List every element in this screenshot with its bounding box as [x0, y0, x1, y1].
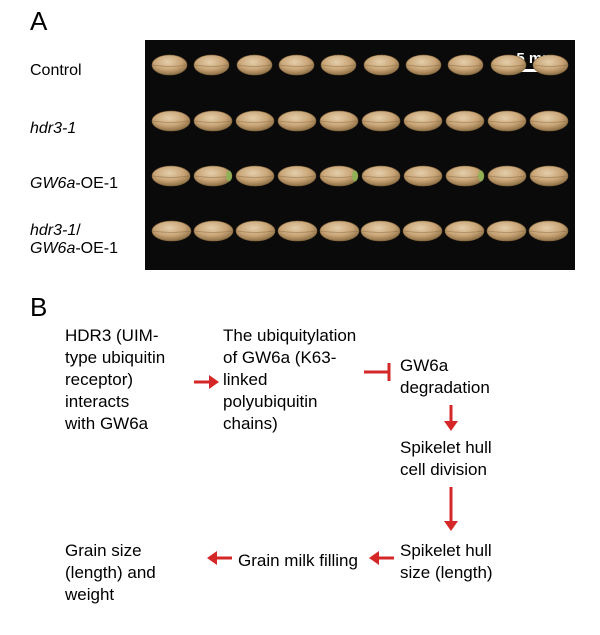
grain [361, 165, 401, 187]
flow-arrow [441, 405, 461, 436]
flow-arrow [369, 548, 394, 573]
grain [360, 220, 401, 242]
grain [319, 110, 359, 132]
flow-arrow [441, 487, 461, 536]
grain-row [145, 220, 581, 242]
grain [529, 165, 569, 187]
grain [319, 165, 359, 187]
grain [490, 54, 527, 76]
flow-node: GW6a degradation [400, 355, 540, 399]
grain [277, 110, 317, 132]
grain [363, 54, 400, 76]
grain [278, 54, 315, 76]
grain [405, 54, 442, 76]
grain [528, 220, 569, 242]
grain-row [145, 110, 581, 132]
grain [151, 54, 188, 76]
figure: A Control hdr3-1 GW6a-OE-1 hdr3-1/GW6a-OE-1… [0, 0, 600, 635]
flow-node: HDR3 (UIM-type ubiquitin receptor) inter… [65, 325, 190, 435]
panel-a-label: A [30, 6, 47, 37]
grain [403, 110, 443, 132]
grain [319, 220, 360, 242]
panel-b: HDR3 (UIM-type ubiquitin receptor) inter… [55, 325, 575, 625]
grain [361, 110, 401, 132]
panel-a-photo: 5 mm [145, 40, 575, 270]
grain [445, 110, 485, 132]
grain [193, 54, 230, 76]
panel-b-label: B [30, 292, 47, 323]
grain [487, 165, 527, 187]
flow-node: Grain milk filling [238, 550, 388, 572]
grain [403, 165, 443, 187]
grain [151, 110, 191, 132]
grain [235, 220, 276, 242]
grain [193, 220, 234, 242]
grain [193, 165, 233, 187]
flow-arrow [194, 372, 219, 397]
flow-node: The ubiquitylation of GW6a (K63-linked p… [223, 325, 358, 435]
grain [487, 110, 527, 132]
grain [529, 110, 569, 132]
grain [486, 220, 527, 242]
grain-row [145, 165, 581, 187]
grain [151, 220, 192, 242]
grain [402, 220, 443, 242]
grain [445, 165, 485, 187]
grain [277, 220, 318, 242]
grain [236, 54, 273, 76]
grain [235, 165, 275, 187]
grain [444, 220, 485, 242]
flow-node: Spikelet hull size (length) [400, 540, 540, 584]
grain [532, 54, 569, 76]
grain [151, 165, 191, 187]
row-label: hdr3-1 [30, 120, 140, 138]
grain-row [145, 54, 581, 76]
flow-node: Grain size (length) and weight [65, 540, 185, 606]
grain [320, 54, 357, 76]
grain [193, 110, 233, 132]
grain [277, 165, 317, 187]
grain [235, 110, 275, 132]
grain [447, 54, 484, 76]
flow-node: Spikelet hull cell division [400, 437, 540, 481]
row-label: hdr3-1/GW6a-OE-1 [30, 222, 140, 258]
row-label: GW6a-OE-1 [30, 175, 140, 193]
row-label: Control [30, 62, 140, 80]
inhibition-arrow [364, 360, 391, 389]
panel-a: Control hdr3-1 GW6a-OE-1 hdr3-1/GW6a-OE-1 5… [30, 40, 590, 270]
flow-arrow [207, 548, 232, 573]
